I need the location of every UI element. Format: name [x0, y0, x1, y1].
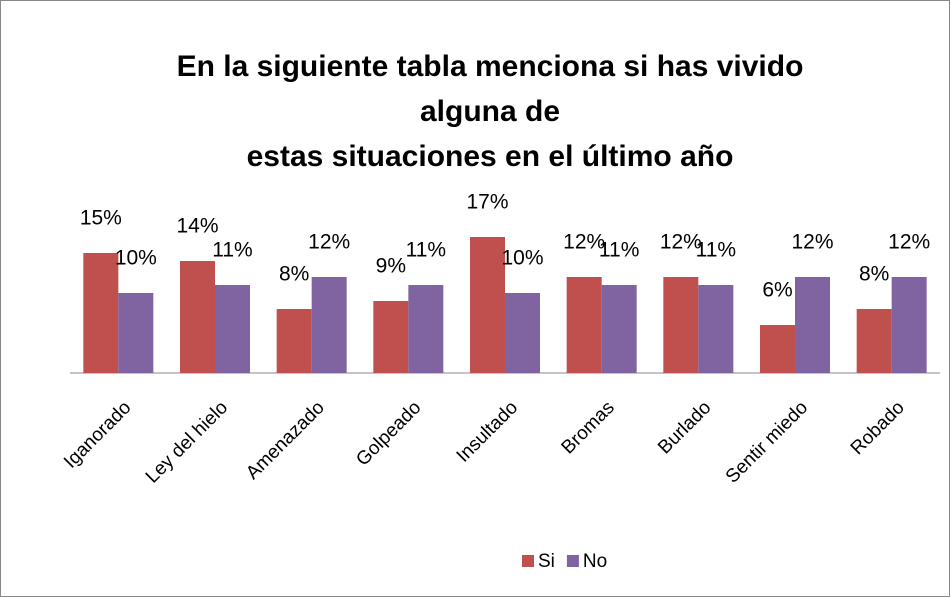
bar [83, 253, 119, 373]
value-label: 6% [762, 279, 792, 302]
bar [760, 325, 795, 373]
value-label: 15% [80, 207, 122, 230]
bar [663, 277, 699, 373]
chart-title: estas situaciones en el último año [247, 140, 734, 173]
chart-title: En la siguiente tabla menciona si has vi… [177, 50, 804, 83]
bar [408, 285, 444, 373]
value-label: 12% [660, 231, 702, 254]
bar [795, 277, 830, 373]
legend-label: Si [538, 551, 555, 572]
bar [470, 237, 505, 373]
value-label: 14% [176, 215, 218, 238]
bar [505, 293, 540, 373]
value-label: 12% [308, 231, 350, 254]
bar [373, 301, 409, 373]
value-label: 12% [888, 231, 930, 254]
value-label: 8% [279, 263, 309, 286]
bar [566, 277, 602, 373]
value-label: 8% [859, 263, 889, 286]
value-label: 9% [376, 255, 406, 278]
bar [698, 285, 734, 373]
value-label: 10% [115, 247, 157, 270]
bar [215, 285, 250, 373]
chart-title: alguna de [420, 95, 560, 128]
legend-swatch [522, 555, 534, 567]
value-label: 11% [696, 239, 736, 262]
bar [276, 309, 312, 373]
value-label: 11% [406, 239, 446, 262]
bar [118, 293, 154, 373]
legend-label: No [583, 551, 607, 572]
bar [891, 277, 927, 373]
value-label: 12% [791, 231, 833, 254]
legend-swatch [566, 555, 579, 567]
value-label: 11% [599, 239, 639, 262]
bar [601, 285, 637, 373]
value-label: 11% [212, 239, 252, 262]
value-label: 10% [501, 247, 543, 270]
bar [180, 261, 215, 373]
value-label: 12% [563, 231, 605, 254]
bar [856, 309, 892, 373]
bar [311, 277, 347, 373]
value-label: 17% [466, 191, 508, 214]
